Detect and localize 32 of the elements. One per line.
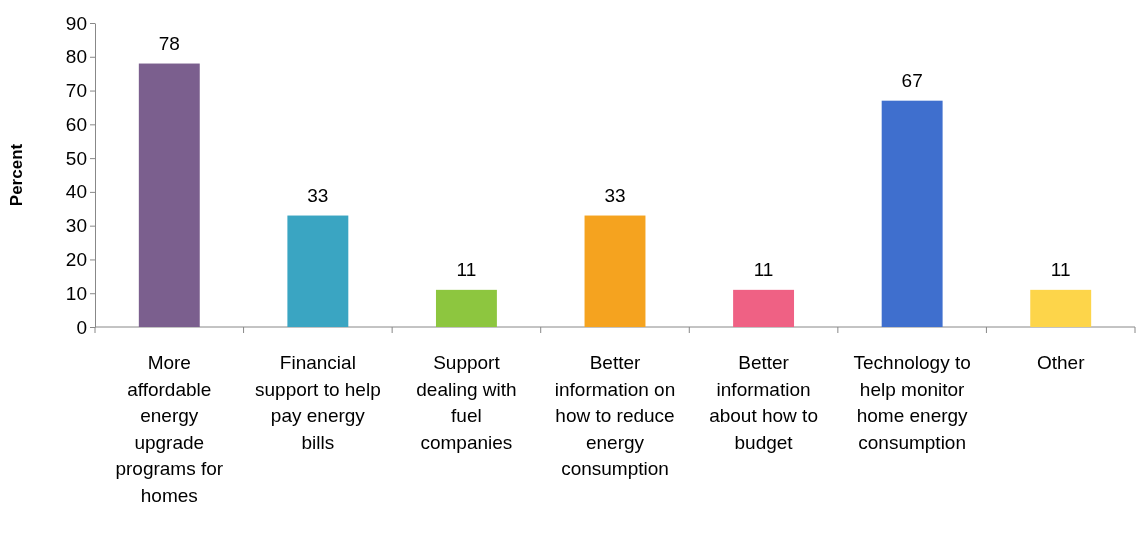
data-label: 33 [307, 184, 329, 206]
data-label: 11 [1050, 258, 1071, 280]
data-label: 11 [456, 258, 477, 280]
x-tick-label: More affordable energy upgrade programs for homes [115, 352, 224, 506]
x-tick-label: Financial support to help pay energy bills [255, 352, 381, 453]
y-tick-label: 30 [65, 215, 87, 237]
x-tick-label: Better information about how to budget [709, 352, 818, 453]
bar [733, 289, 795, 327]
x-tick-label: Other [1036, 352, 1086, 373]
y-tick-label: 90 [65, 12, 87, 34]
y-tick-label: 10 [65, 282, 87, 304]
data-label: 78 [158, 32, 180, 54]
x-tick-label: Better information on how to reduce energy consumption [554, 352, 676, 479]
y-tick-label: 60 [65, 113, 87, 135]
y-tick-label: 0 [76, 316, 87, 338]
y-tick-label: 20 [65, 249, 87, 271]
y-tick-label: 80 [65, 46, 87, 68]
y-tick-label: 50 [65, 147, 87, 169]
x-tick-label: Technology to help monitor home energy consumption [853, 352, 971, 453]
data-label: 67 [901, 69, 923, 91]
bar [435, 289, 497, 327]
y-tick-label: 70 [65, 80, 87, 102]
data-label: 11 [753, 258, 774, 280]
bar [287, 215, 349, 327]
bar [1030, 289, 1092, 327]
data-label: 33 [604, 184, 626, 206]
bar [584, 215, 646, 327]
y-tick-label: 40 [65, 181, 87, 203]
bar [138, 63, 200, 327]
bar [881, 100, 943, 327]
y-axis-title: Percent [7, 143, 26, 207]
x-tick-label: Support dealing with fuel companies [416, 352, 517, 453]
